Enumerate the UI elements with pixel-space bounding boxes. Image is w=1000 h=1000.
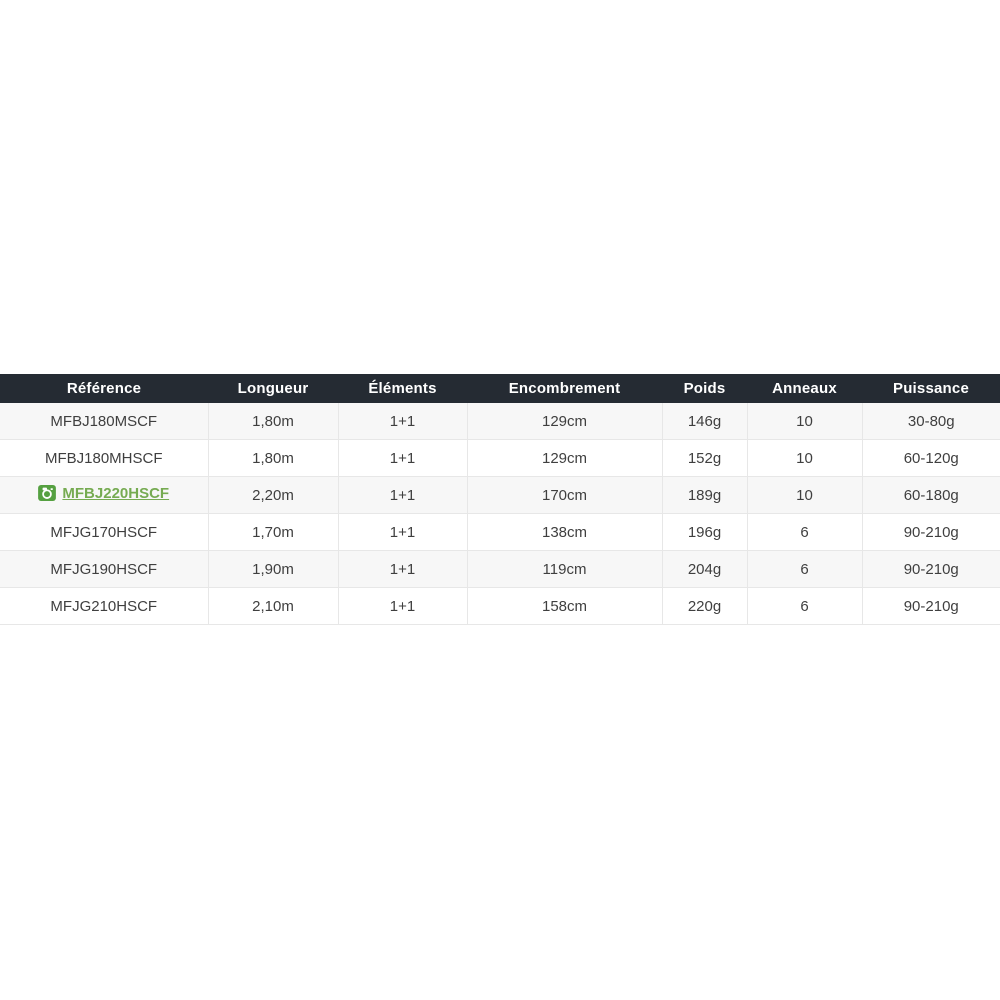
cell-reference: MFJG190HSCF: [0, 550, 209, 588]
cell-elements: 1+1: [337, 439, 468, 477]
col-header-elements: Éléments: [338, 374, 467, 403]
cell-anneaux: 10: [746, 439, 863, 477]
cell-encombrement: 129cm: [466, 439, 663, 477]
col-header-longueur: Longueur: [208, 374, 338, 403]
cell-encombrement: 119cm: [466, 550, 663, 588]
cell-puissance: 60-120g: [861, 439, 1000, 477]
camera-icon[interactable]: [38, 485, 57, 502]
col-header-anneaux: Anneaux: [747, 374, 862, 403]
cell-reference: MFJG210HSCF: [0, 587, 209, 625]
table-row: MFBJ180MSCF 1,80m 1+1 129cm 146g 10 30-8…: [0, 403, 1000, 440]
cell-reference: MFBJ180MSCF: [0, 403, 209, 440]
cell-elements: 1+1: [337, 550, 468, 588]
cell-poids: 152g: [661, 439, 748, 477]
cell-elements: 1+1: [337, 513, 468, 551]
cell-encombrement: 138cm: [466, 513, 663, 551]
cell-elements: 1+1: [337, 476, 468, 514]
cell-anneaux: 6: [746, 587, 863, 625]
cell-reference: MFBJ180MHSCF: [0, 439, 209, 477]
table-row: MFJG190HSCF 1,90m 1+1 119cm 204g 6 90-21…: [0, 550, 1000, 588]
cell-reference-link: MFBJ220HSCF: [0, 476, 209, 514]
cell-puissance: 90-210g: [861, 550, 1000, 588]
cell-encombrement: 170cm: [466, 476, 663, 514]
col-header-encombrement: Encombrement: [467, 374, 662, 403]
product-spec-table: Référence Longueur Éléments Encombrement…: [0, 374, 1000, 625]
cell-elements: 1+1: [337, 587, 468, 625]
col-header-reference: Référence: [0, 374, 208, 403]
table-header: Référence Longueur Éléments Encombrement…: [0, 374, 1000, 403]
cell-poids: 220g: [661, 587, 748, 625]
cell-elements: 1+1: [337, 403, 468, 440]
cell-anneaux: 10: [746, 403, 863, 440]
cell-poids: 204g: [661, 550, 748, 588]
cell-puissance: 30-80g: [861, 403, 1000, 440]
product-reference-link[interactable]: MFBJ220HSCF: [62, 484, 170, 502]
cell-longueur: 2,20m: [207, 476, 339, 514]
cell-poids: 189g: [661, 476, 748, 514]
cell-longueur: 1,70m: [207, 513, 339, 551]
cell-anneaux: 10: [746, 476, 863, 514]
cell-puissance: 60-180g: [861, 476, 1000, 514]
cell-poids: 196g: [661, 513, 748, 551]
cell-anneaux: 6: [746, 550, 863, 588]
cell-encombrement: 158cm: [466, 587, 663, 625]
col-header-poids: Poids: [662, 374, 747, 403]
table-body: MFBJ180MSCF 1,80m 1+1 129cm 146g 10 30-8…: [0, 403, 1000, 625]
cell-longueur: 1,80m: [207, 439, 339, 477]
table-row: MFBJ180MHSCF 1,80m 1+1 129cm 152g 10 60-…: [0, 439, 1000, 477]
cell-encombrement: 129cm: [466, 403, 663, 440]
col-header-puissance: Puissance: [862, 374, 1000, 403]
table-row-with-photo-link: MFBJ220HSCF 2,20m 1+1 170cm 189g 10 60-1…: [0, 476, 1000, 514]
cell-longueur: 1,90m: [207, 550, 339, 588]
cell-poids: 146g: [661, 403, 748, 440]
header-row: Référence Longueur Éléments Encombrement…: [0, 374, 1000, 403]
cell-reference: MFJG170HSCF: [0, 513, 209, 551]
cell-longueur: 2,10m: [207, 587, 339, 625]
table-row: MFJG170HSCF 1,70m 1+1 138cm 196g 6 90-21…: [0, 513, 1000, 551]
table-row: MFJG210HSCF 2,10m 1+1 158cm 220g 6 90-21…: [0, 587, 1000, 625]
cell-puissance: 90-210g: [861, 587, 1000, 625]
product-spec-table-wrap: Référence Longueur Éléments Encombrement…: [0, 374, 1000, 625]
cell-longueur: 1,80m: [207, 403, 339, 440]
cell-puissance: 90-210g: [861, 513, 1000, 551]
cell-anneaux: 6: [746, 513, 863, 551]
